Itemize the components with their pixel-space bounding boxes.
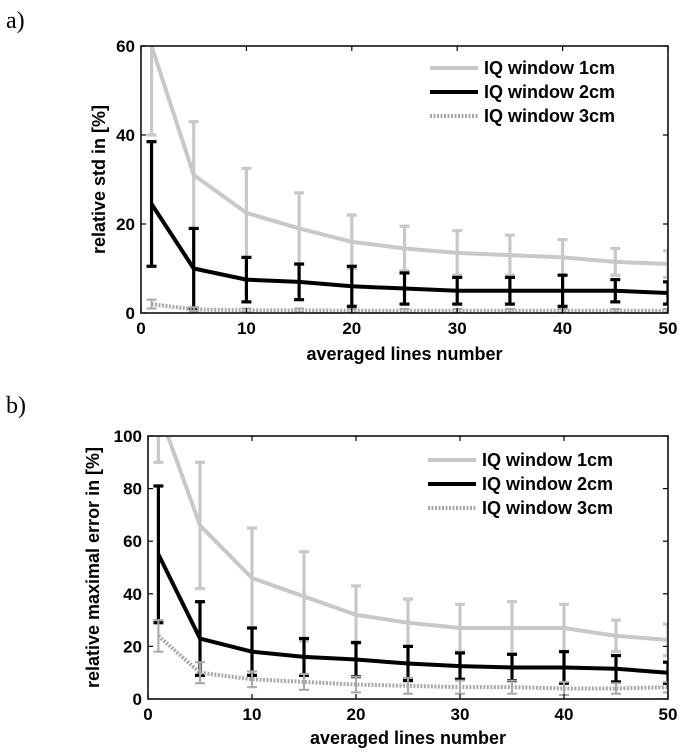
- chart-panel-b: b) 0 10 20 30 40 50 0 20 40 60 80 100 averaged line…: [6, 357, 677, 748]
- x-tick-label: 20: [342, 319, 361, 338]
- legend-entry: IQ window 1cm: [482, 450, 613, 470]
- legend-entry: IQ window 3cm: [484, 106, 615, 126]
- chart-panel-a: a) 0 10 20 30 40 50 0 20 40 60 averaged lines num…: [6, 0, 677, 364]
- panel-label-a: a): [6, 8, 25, 34]
- x-tick-label: 50: [659, 319, 678, 338]
- y-tick-label: 40: [116, 126, 135, 145]
- legend-b: IQ window 1cm IQ window 2cm IQ window 3cm: [428, 450, 613, 518]
- plot-area-b: [153, 357, 673, 695]
- series-3: [147, 300, 673, 313]
- y-tick-label: 40: [123, 585, 142, 604]
- x-tick-label: 30: [448, 319, 467, 338]
- series-line: [152, 46, 668, 264]
- legend-entry: IQ window 2cm: [484, 82, 615, 102]
- legend-entry: IQ window 2cm: [482, 474, 613, 494]
- x-axis-label-a: averaged lines number: [306, 344, 502, 364]
- panel-label-b: b): [6, 393, 26, 419]
- y-axis-label-b: relative maximal error in [%]: [83, 447, 103, 688]
- y-tick-label: 0: [133, 690, 142, 709]
- x-tick-label: 40: [553, 319, 572, 338]
- x-tick-label: 0: [136, 319, 145, 338]
- y-tick-label: 80: [123, 480, 142, 499]
- x-axis-label-b: averaged lines number: [310, 728, 506, 748]
- x-tick-label: 30: [451, 705, 470, 724]
- series-line: [158, 554, 668, 672]
- axis-ticks-b: 0 10 20 30 40 50 0 20 40 60 80 100: [114, 427, 678, 724]
- series-2: [147, 142, 673, 309]
- y-tick-label: 100: [114, 427, 142, 446]
- x-tick-label: 50: [659, 705, 678, 724]
- legend-entry: IQ window 1cm: [484, 58, 615, 78]
- y-tick-label: 60: [116, 37, 135, 56]
- x-tick-label: 0: [143, 705, 152, 724]
- y-tick-label: 0: [126, 304, 135, 323]
- plot-area-a: [147, 0, 673, 313]
- series-1: [147, 0, 673, 277]
- legend-a: IQ window 1cm IQ window 2cm IQ window 3cm: [430, 58, 615, 126]
- y-axis-label-a: relative std in [%]: [89, 105, 109, 254]
- legend-entry: IQ window 3cm: [482, 498, 613, 518]
- x-tick-label: 20: [347, 705, 366, 724]
- x-tick-label: 10: [243, 705, 262, 724]
- y-tick-label: 20: [123, 637, 142, 656]
- series-line: [152, 304, 668, 311]
- x-tick-label: 10: [237, 319, 256, 338]
- y-tick-label: 20: [116, 215, 135, 234]
- y-tick-label: 60: [123, 532, 142, 551]
- series-line: [158, 410, 668, 640]
- x-tick-label: 40: [555, 705, 574, 724]
